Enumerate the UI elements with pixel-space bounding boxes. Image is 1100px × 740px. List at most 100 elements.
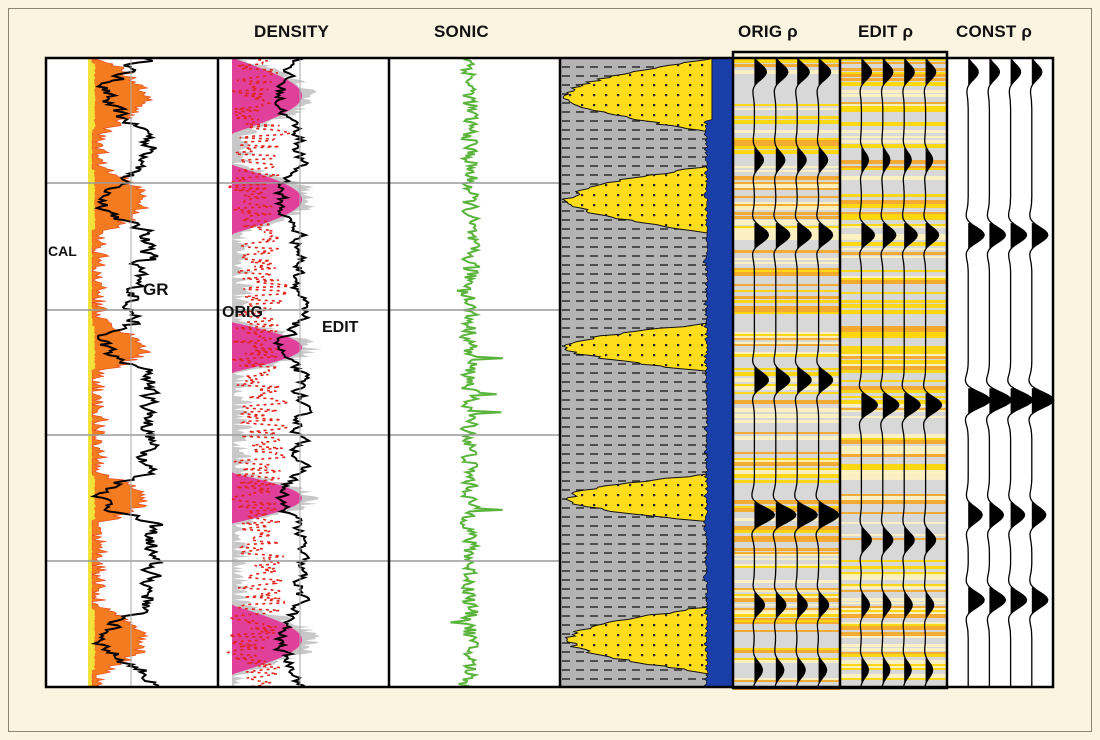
- reflectivity-band: [733, 220, 840, 222]
- reflectivity-band: [840, 194, 947, 197]
- reflectivity-band: [733, 188, 840, 190]
- reflectivity-band: [733, 500, 840, 504]
- reflectivity-band: [840, 106, 947, 109]
- reflectivity-band: [840, 538, 947, 540]
- reflectivity-band: [733, 554, 840, 556]
- reflectivity-band: [840, 590, 947, 592]
- reflectivity-band: [733, 338, 840, 340]
- reflectivity-band: [840, 160, 947, 164]
- reflectivity-band: [840, 614, 947, 618]
- reflectivity-band: [840, 242, 947, 246]
- gamma-track-bg: [46, 58, 218, 687]
- reflectivity-band: [840, 140, 947, 143]
- reflectivity-band: [733, 372, 840, 375]
- reflectivity-band: [840, 396, 947, 398]
- reflectivity-band: [840, 512, 947, 514]
- reflectivity-band: [840, 622, 947, 624]
- reflectivity-band: [840, 534, 947, 536]
- reflectivity-band: [733, 64, 840, 67]
- reflectivity-band: [733, 650, 840, 653]
- reflectivity-band: [733, 604, 840, 606]
- reflectivity-band: [733, 420, 840, 423]
- edit-rho-trace: [880, 57, 900, 688]
- reflectivity-band: [733, 116, 840, 119]
- reflectivity-band: [733, 206, 840, 210]
- reflectivity-band: [840, 632, 947, 636]
- reflectivity-band: [733, 166, 840, 168]
- reflectivity-band: [840, 74, 947, 77]
- reflectivity-band: [733, 60, 840, 63]
- reflectivity-band: [840, 304, 947, 308]
- reflectivity-band: [840, 216, 947, 220]
- reflectivity-band: [733, 474, 840, 478]
- reflectivity-band: [840, 386, 947, 390]
- synthetic-box: [731, 50, 949, 690]
- reflectivity-band: [840, 226, 947, 228]
- reflectivity-band: [733, 176, 840, 180]
- reflectivity-band: [840, 176, 947, 180]
- reflectivity-band: [840, 606, 947, 608]
- reflectivity-band: [840, 168, 947, 170]
- const-rho-fill: [968, 58, 991, 673]
- reflectivity-band: [733, 138, 840, 141]
- reflectivity-band: [840, 434, 947, 438]
- reflectivity-band: [840, 312, 947, 314]
- reflectivity-band: [840, 356, 947, 359]
- reflectivity-band: [840, 328, 947, 332]
- density-orig-curve: [226, 57, 291, 688]
- reflectivity-band: [840, 602, 947, 604]
- reflectivity-band: [840, 574, 947, 576]
- reflectivity-band: [733, 354, 840, 357]
- reflectivity-band: [840, 560, 947, 562]
- const-rho-fill: [1010, 58, 1033, 673]
- reflectivity-band: [733, 120, 840, 124]
- reflectivity-band: [840, 204, 947, 208]
- reflectivity-band: [840, 660, 947, 664]
- density-edit-curve: [272, 57, 313, 688]
- reflectivity-band: [733, 284, 840, 286]
- reflectivity-band: [840, 470, 947, 473]
- reflectivity-band: [733, 392, 840, 394]
- reflectivity-band: [840, 496, 947, 500]
- reflectivity-band: [733, 140, 840, 144]
- reflectivity-band: [840, 94, 947, 97]
- orig-rho-trace: [815, 57, 840, 688]
- reflectivity-band: [733, 536, 840, 539]
- reflectivity-band: [733, 306, 840, 310]
- reflectivity-band: [733, 462, 840, 466]
- reflectivity-band: [840, 214, 947, 217]
- reflectivity-band: [733, 212, 840, 215]
- reflectivity-band: [840, 648, 947, 651]
- reflectivity-band: [840, 364, 947, 367]
- edit-rho-trace: [901, 57, 921, 688]
- reflectivity-band: [840, 476, 947, 480]
- reflectivity-band: [840, 636, 947, 638]
- reflectivity-band: [733, 342, 840, 344]
- reflectivity-band: [733, 108, 840, 110]
- edit-rho-trace: [858, 57, 879, 688]
- label-gr: GR: [143, 280, 169, 299]
- reflectivity-band: [733, 250, 840, 253]
- reflectivity-band: [840, 624, 947, 626]
- reflectivity-band: [840, 500, 947, 504]
- reflectivity-band: [840, 300, 947, 303]
- reflectivity-band: [733, 480, 840, 483]
- reflectivity-band: [840, 360, 947, 364]
- panel-border: [44, 56, 1055, 689]
- reflectivity-band: [733, 566, 840, 568]
- reflectivity-band: [840, 466, 947, 470]
- reflectivity-band: [733, 228, 840, 230]
- reflectivity-band: [840, 78, 947, 81]
- reflectivity-band: [840, 626, 947, 630]
- label-edit: EDIT: [322, 319, 359, 336]
- const-rho-fill: [989, 58, 1012, 673]
- reflectivity-band: [733, 678, 840, 680]
- reflectivity-band: [840, 68, 947, 71]
- reflectivity-band: [840, 334, 947, 338]
- reflectivity-band: [733, 548, 840, 551]
- reflectivity-band: [733, 538, 840, 542]
- reflectivity-band: [733, 620, 840, 622]
- reflectivity-band: [840, 212, 947, 215]
- reflectivity-band: [733, 470, 840, 474]
